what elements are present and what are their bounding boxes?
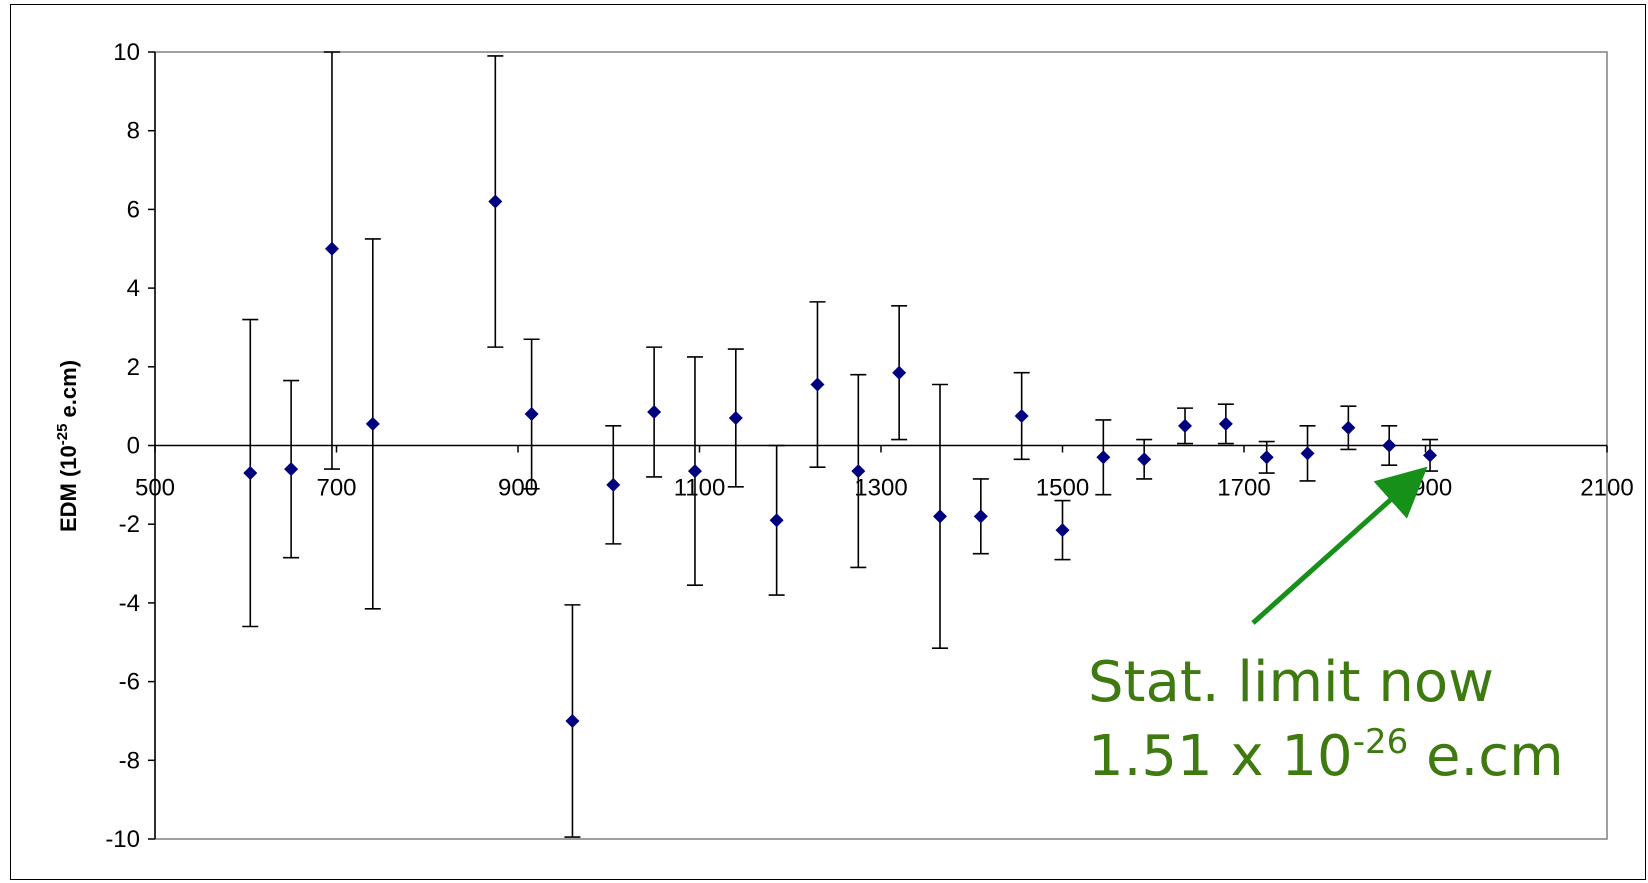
y-axis [148,51,156,840]
y-tick-label: -8 [119,747,140,774]
y-tick-label: -10 [105,826,140,853]
data-point [1341,420,1356,435]
data-point [687,464,702,479]
data-point [524,407,539,422]
x-tick-label: 2100 [1580,475,1633,502]
data-point [1137,452,1152,467]
annotation-line-2: 1.51 x 10-26 e.cm [1088,722,1564,789]
data-point [973,509,988,524]
x-tick-label: 1700 [1217,475,1270,502]
y-tick-label: 8 [127,118,140,145]
data-point [1218,416,1233,431]
y-tick-label: -6 [119,669,140,696]
data-point [1382,438,1397,453]
data-point [1259,450,1274,465]
x-tick-label: 1500 [1036,475,1089,502]
y-tick-label: 6 [127,196,140,223]
data-point [851,464,866,479]
annotation-line-2-pre: 1.51 x 10 [1088,724,1353,789]
data-point [606,477,621,492]
x-tick-label: 700 [316,475,356,502]
data-point [647,405,662,420]
x-tick-label: 1100 [674,475,726,502]
y-tick-label: 0 [127,433,140,460]
data-point [1178,418,1193,433]
data-point [565,713,580,728]
data-point [892,365,907,380]
annotation-line-2-post: e.cm [1408,724,1563,789]
data-point [324,241,339,256]
y-tick-label: -2 [119,511,140,538]
y-tick-labels: 10 8 6 4 2 0 -2 -4 -6 -8 -10 [105,39,140,853]
data-point [1055,523,1070,538]
y-tick-label: -4 [119,590,140,617]
x-tick-label: 1300 [854,475,907,502]
y-axis-label-main: EDM (10 [56,445,81,532]
data-point [1096,450,1111,465]
data-point [1300,446,1315,461]
data-point [1423,448,1438,463]
y-axis-label-tail: e.cm) [56,360,81,424]
annotation-line-1: Stat. limit now [1088,650,1494,715]
y-axis-label: EDM (10-25 e.cm) [54,360,81,532]
data-point [932,509,947,524]
y-tick-label: 2 [127,354,140,381]
data-point [769,513,784,528]
y-tick-label: 4 [127,275,140,302]
data-markers [243,194,1438,728]
y-axis-label-sup: -25 [54,424,71,446]
data-point [728,410,743,425]
y-tick-label: 10 [113,39,140,66]
data-point [365,416,380,431]
data-point [243,466,258,481]
data-point [488,194,503,209]
data-point [810,377,825,392]
x-tick-label: 500 [135,475,175,502]
data-point [284,462,299,477]
annotation-line-2-sup: -26 [1353,722,1409,762]
data-point [1014,408,1029,423]
annotation-arrow [1251,466,1428,625]
